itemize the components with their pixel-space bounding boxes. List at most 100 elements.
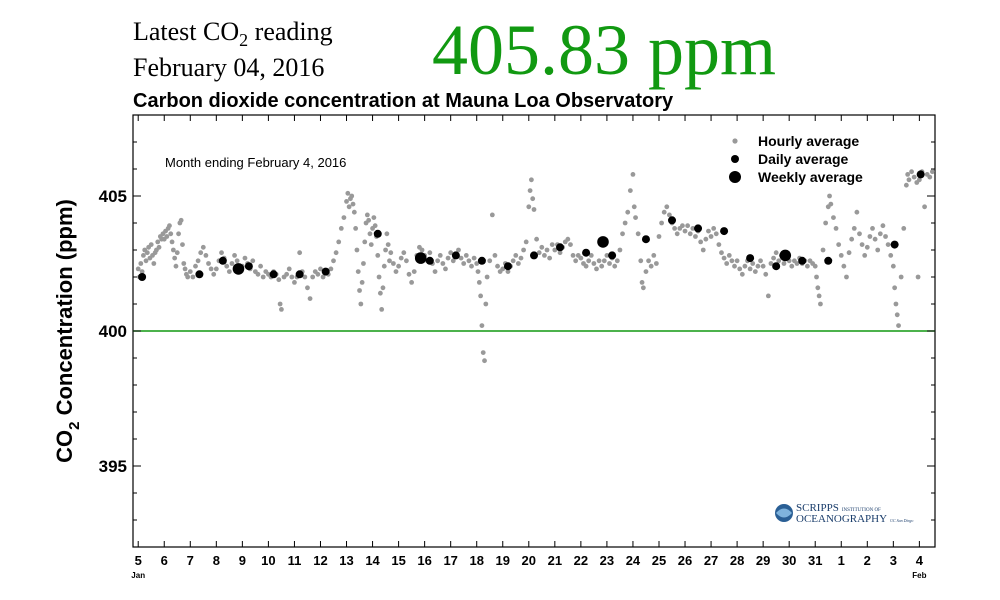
- hourly-point: [911, 174, 917, 180]
- daily-point: [530, 251, 538, 260]
- hourly-point: [255, 271, 261, 277]
- daily-point: [916, 170, 925, 179]
- hourly-point: [176, 231, 181, 237]
- daily-point: [373, 229, 382, 238]
- hourly-point: [716, 242, 722, 248]
- daily-point: [195, 270, 204, 279]
- hourly-point: [505, 269, 511, 274]
- latest-reading-value: 405.83 ppm: [432, 10, 777, 90]
- hourly-point: [747, 266, 753, 272]
- x-tick-label: 1: [838, 553, 845, 568]
- hourly-point: [583, 263, 589, 269]
- hourly-point: [260, 274, 266, 280]
- hourly-point: [195, 258, 201, 264]
- hourly-point: [333, 250, 339, 256]
- hourly-point: [659, 220, 664, 226]
- hourly-point: [846, 250, 852, 256]
- hourly-point: [700, 247, 706, 253]
- hourly-point: [368, 242, 374, 248]
- hourly-point: [155, 239, 161, 245]
- hourly-point: [419, 247, 425, 253]
- hourly-point: [331, 258, 336, 264]
- latest-label-suffix: reading: [248, 17, 333, 46]
- daily-point: [890, 240, 899, 249]
- hourly-point: [185, 274, 191, 280]
- x-tick-label: 29: [756, 553, 770, 568]
- hourly-point: [297, 250, 303, 256]
- legend-label: Daily average: [758, 151, 848, 167]
- hourly-point: [549, 242, 555, 248]
- hourly-point: [631, 204, 637, 210]
- hourly-point: [307, 296, 313, 301]
- hourly-point: [411, 269, 417, 274]
- hourly-point: [385, 242, 391, 248]
- daily-point: [582, 248, 591, 257]
- hourly-point: [867, 234, 873, 239]
- x-tick-label: 31: [808, 553, 822, 568]
- x-tick-label: 11: [288, 553, 302, 568]
- hourly-point: [844, 274, 849, 280]
- hourly-point: [489, 212, 495, 218]
- hourly-point: [456, 247, 461, 253]
- daily-point: [244, 262, 253, 271]
- hourly-point: [305, 285, 310, 291]
- hourly-point: [827, 193, 832, 199]
- y-axis-label-subscript: 2: [66, 422, 83, 430]
- hourly-point: [729, 258, 735, 264]
- hourly-point: [916, 177, 922, 183]
- hourly-point: [849, 236, 855, 242]
- daily-point: [218, 256, 227, 265]
- hourly-point: [542, 253, 547, 258]
- hourly-point: [854, 209, 860, 215]
- hourly-point: [713, 231, 719, 237]
- chart-title: Carbon dioxide concentration at Mauna Lo…: [133, 90, 674, 112]
- x-tick-label: 21: [548, 553, 562, 568]
- hourly-point: [859, 242, 865, 248]
- hourly-point: [894, 312, 900, 318]
- hourly-point: [404, 258, 409, 264]
- hourly-point: [276, 277, 282, 283]
- x-tick-label: 18: [469, 553, 483, 568]
- hourly-point: [648, 263, 654, 269]
- hourly-point: [362, 239, 368, 245]
- hourly-point: [349, 193, 355, 199]
- hourly-point: [646, 258, 651, 264]
- latest-label-prefix: Latest CO: [133, 17, 240, 46]
- data-points: [135, 169, 935, 364]
- daily-point: [425, 256, 434, 265]
- y-axis-ticks: 395 400 405: [99, 114, 935, 548]
- hourly-point: [614, 258, 620, 264]
- legend-label: Weekly average: [758, 169, 863, 185]
- hourly-point: [203, 253, 209, 258]
- y-axis-label-suffix: Concentration (ppm): [52, 199, 77, 421]
- hourly-point: [607, 261, 612, 266]
- hourly-point: [354, 247, 360, 253]
- hourly-point: [355, 269, 361, 274]
- hourly-point: [805, 263, 810, 269]
- x-tick-label: 2: [864, 553, 871, 568]
- hourly-point: [765, 293, 771, 299]
- hourly-point: [651, 253, 657, 258]
- hourly-point: [181, 261, 187, 266]
- x-tick-label: 20: [522, 553, 536, 568]
- hourly-point: [432, 269, 438, 274]
- hourly-point: [885, 242, 891, 248]
- hourly-point: [596, 258, 602, 264]
- logo-line1: SCRIPPS INSTITUTION OF: [796, 502, 881, 514]
- hourly-point: [463, 253, 469, 258]
- hourly-point: [513, 253, 519, 258]
- y-axis-label: CO2 Concentration (ppm): [52, 199, 83, 463]
- hourly-point: [336, 239, 342, 245]
- hourly-point: [640, 285, 646, 291]
- hourly-point: [521, 247, 526, 253]
- hourly-point: [164, 234, 170, 239]
- hourly-point: [888, 253, 894, 258]
- hourly-point: [379, 307, 385, 312]
- daily-point: [451, 251, 460, 260]
- hourly-point: [864, 244, 870, 250]
- hourly-point: [284, 271, 290, 277]
- x-tick-label: 28: [730, 553, 744, 568]
- hourly-point: [690, 226, 696, 231]
- hourly-point: [367, 231, 373, 237]
- hourly-point: [639, 280, 645, 285]
